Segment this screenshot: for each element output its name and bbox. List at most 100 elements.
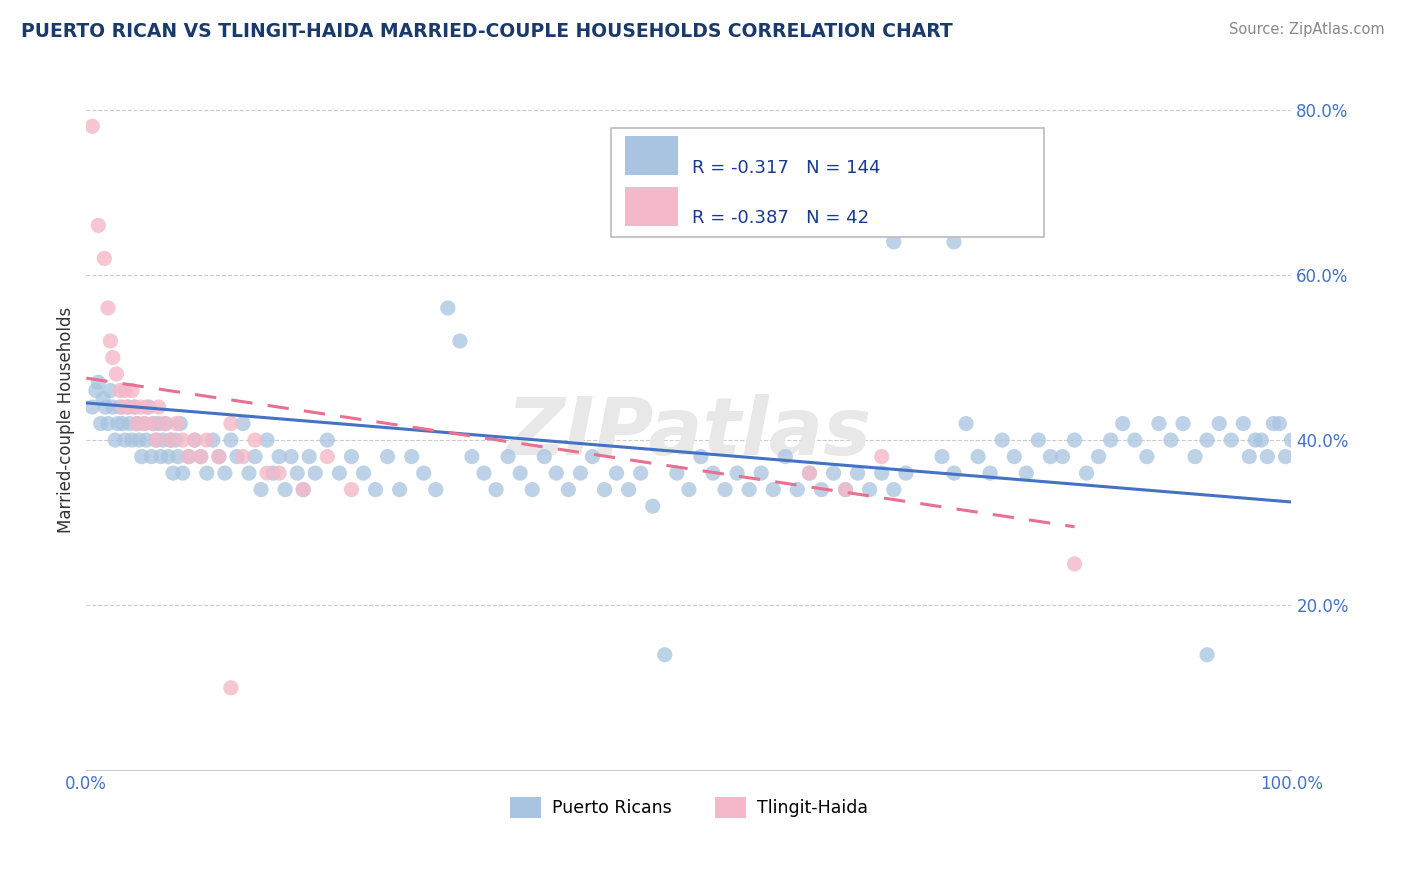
Point (100, 334, 122, 348)
Point (214, 466, 236, 480)
Point (232, 417, 254, 431)
Point (97, 301, 120, 315)
Point (316, 450, 339, 464)
Point (955, 417, 977, 431)
Point (304, 466, 326, 480)
Point (437, 301, 460, 315)
Point (425, 483, 447, 497)
Point (226, 450, 249, 464)
Point (172, 466, 194, 480)
Point (219, 417, 242, 431)
Point (1263, 417, 1285, 431)
Point (1087, 450, 1109, 464)
Point (169, 417, 191, 431)
Point (1239, 450, 1261, 464)
Point (353, 466, 375, 480)
Point (725, 466, 748, 480)
Point (108, 400, 131, 414)
Point (201, 433, 224, 447)
Point (100, 384, 122, 398)
Point (1147, 417, 1170, 431)
Point (125, 417, 148, 431)
Point (834, 483, 856, 497)
Point (152, 433, 174, 447)
Point (292, 483, 315, 497)
Point (522, 483, 544, 497)
Point (340, 450, 363, 464)
Point (690, 450, 713, 464)
Point (184, 433, 207, 447)
Point (195, 466, 218, 480)
Point (918, 194, 941, 208)
Point (184, 433, 207, 447)
Point (177, 450, 200, 464)
Point (87, 376, 110, 390)
Point (449, 334, 471, 348)
Legend: Puerto Ricans, Tlingit-Haida: Puerto Ricans, Tlingit-Haida (503, 789, 875, 825)
Point (145, 433, 167, 447)
Point (91, 392, 114, 406)
Point (167, 450, 190, 464)
Point (101, 351, 124, 365)
Point (1197, 648, 1219, 662)
Point (280, 450, 302, 464)
Point (243, 450, 266, 464)
Point (1112, 417, 1135, 431)
Point (883, 483, 905, 497)
Point (190, 450, 212, 464)
Point (90, 417, 112, 431)
Point (377, 450, 399, 464)
Point (834, 483, 856, 497)
Point (97, 417, 120, 431)
Point (148, 400, 170, 414)
Point (159, 433, 181, 447)
Bar (626, 187, 678, 226)
Point (509, 466, 531, 480)
Point (702, 466, 724, 480)
Point (967, 450, 990, 464)
Point (111, 400, 134, 414)
Point (166, 417, 188, 431)
Point (991, 433, 1014, 447)
Point (472, 466, 495, 480)
Point (810, 483, 832, 497)
Point (157, 450, 180, 464)
Point (94, 400, 117, 414)
Point (117, 400, 139, 414)
Point (121, 433, 143, 447)
Point (134, 417, 156, 431)
Point (1063, 557, 1085, 571)
Point (1052, 450, 1074, 464)
Point (238, 466, 260, 480)
Point (135, 433, 157, 447)
Point (208, 450, 231, 464)
Point (823, 466, 845, 480)
Point (1160, 433, 1182, 447)
Point (1232, 417, 1254, 431)
Point (1015, 466, 1038, 480)
Text: PUERTO RICAN VS TLINGIT-HAIDA MARRIED-COUPLE HOUSEHOLDS CORRELATION CHART: PUERTO RICAN VS TLINGIT-HAIDA MARRIED-CO… (21, 22, 953, 41)
Point (121, 384, 143, 398)
Point (388, 483, 411, 497)
Point (799, 466, 821, 480)
Point (546, 466, 568, 480)
FancyBboxPatch shape (610, 128, 1045, 237)
Point (87, 219, 110, 233)
Point (148, 417, 170, 431)
Point (125, 417, 148, 431)
Point (1268, 417, 1291, 431)
Point (1002, 450, 1025, 464)
Point (111, 417, 134, 431)
Point (138, 400, 160, 414)
Point (799, 466, 821, 480)
Point (1039, 450, 1062, 464)
Point (1256, 450, 1278, 464)
Point (1281, 433, 1303, 447)
Point (128, 433, 150, 447)
Point (606, 466, 628, 480)
Point (262, 466, 284, 480)
Point (124, 400, 146, 414)
Point (155, 417, 177, 431)
Point (883, 235, 905, 249)
Point (177, 450, 200, 464)
